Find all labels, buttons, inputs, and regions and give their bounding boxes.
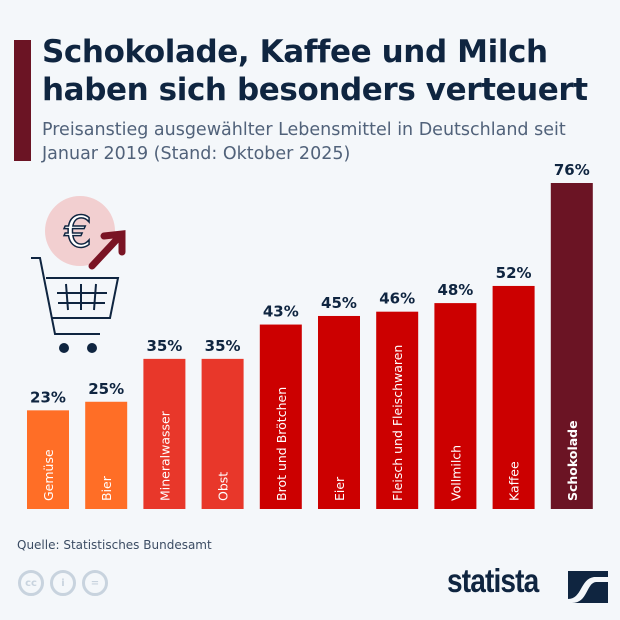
- bar-1[interactable]: [85, 401, 128, 509]
- data-label: 76%: [554, 161, 590, 179]
- svg-text:€: €: [64, 207, 92, 258]
- page-title: Schokolade, Kaffee und Milch haben sich …: [42, 34, 588, 108]
- page-subtitle: Preisanstieg ausgewählter Lebensmittel i…: [42, 120, 566, 164]
- category-label: Fleisch und Fleischwaren: [390, 345, 405, 501]
- data-label: 52%: [496, 264, 532, 282]
- category-label: Schokolade: [565, 420, 580, 501]
- category-label: Brot und Brötchen: [274, 387, 289, 501]
- category-label: Obst: [216, 472, 231, 501]
- category-label: Mineralwasser: [157, 410, 172, 501]
- data-label: 48%: [437, 281, 473, 299]
- nd-icon[interactable]: =: [82, 570, 108, 596]
- bar-7[interactable]: [434, 303, 477, 509]
- bar-6[interactable]: [376, 311, 419, 509]
- category-label: Bier: [99, 475, 114, 501]
- bar-0[interactable]: [27, 410, 69, 509]
- category-label: Kaffee: [507, 461, 522, 501]
- bar-4[interactable]: [259, 324, 302, 509]
- shopping-cart-euro-icon: €: [31, 196, 126, 353]
- statista-logo-mark-icon: [568, 571, 608, 603]
- data-label: 25%: [88, 380, 124, 398]
- bar-2[interactable]: [143, 358, 186, 509]
- category-label: Eier: [332, 476, 347, 501]
- bar-3[interactable]: [201, 358, 244, 509]
- bar-5[interactable]: [318, 315, 360, 509]
- cc-icon[interactable]: cc: [18, 570, 44, 596]
- category-label: Vollmilch: [448, 445, 463, 501]
- bar-8[interactable]: [492, 285, 535, 509]
- by-icon[interactable]: i: [50, 570, 76, 596]
- data-label: 23%: [30, 388, 66, 406]
- source-note: Quelle: Statistisches Bundesamt: [17, 538, 212, 552]
- category-label: Gemüse: [41, 449, 56, 501]
- bar-9[interactable]: [550, 183, 593, 509]
- data-label: 46%: [379, 290, 415, 308]
- data-label: 43%: [263, 303, 299, 321]
- data-label: 35%: [205, 337, 241, 355]
- data-label: 35%: [146, 337, 182, 355]
- data-label: 45%: [321, 294, 357, 312]
- statista-logo[interactable]: statista: [447, 562, 539, 599]
- title-accent-bar: [14, 40, 31, 161]
